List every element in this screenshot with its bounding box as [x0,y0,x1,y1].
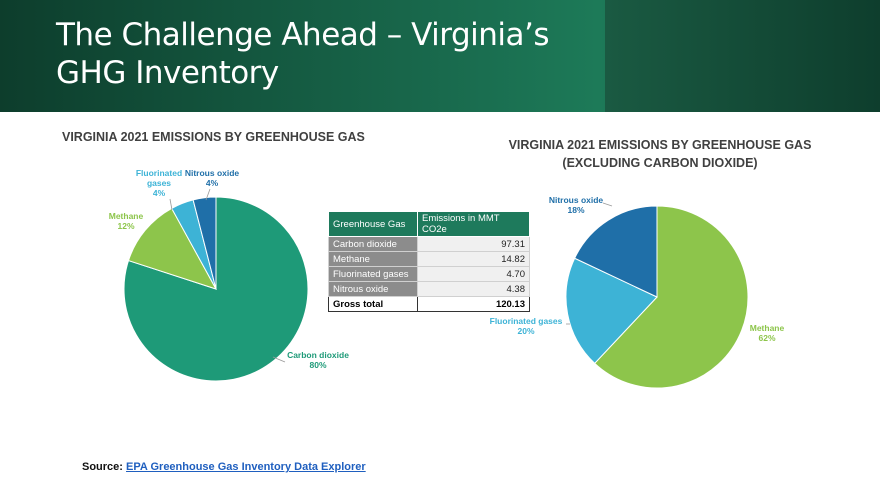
table-row: Fluorinated gases 4.70 [328,266,530,282]
leader-line [272,356,286,363]
pie1-label-nitrous-oxide: Nitrous oxide 4% [185,168,240,188]
chart-2-title: VIRGINIA 2021 EMISSIONS BY GREENHOUSE GA… [508,138,812,170]
pie2-label-fluorinated-gases: Fluorinated gases 20% [490,316,563,336]
leader-line [205,188,211,201]
pie1-label-fluorinated-gases: Fluorinated gases 4% [136,168,182,198]
table-total-row: Gross total 120.13 [328,296,530,312]
table-header-gas: Greenhouse Gas [328,211,418,237]
pie2-slice-nitrous-oxide [573,205,658,298]
pie2-slice-fluorinated-gases [565,257,658,365]
chart-1-title: VIRGINIA 2021 EMISSIONS BY GREENHOUSE GA… [62,130,365,144]
table-header-row: Greenhouse Gas Emissions in MMT CO2e [328,211,530,237]
slide-title: The Challenge Ahead – Virginia’s GHG Inv… [56,17,550,91]
table-total-label: Gross total [328,296,418,312]
table-header-emissions: Emissions in MMT CO2e [417,211,530,237]
source-note: Source: EPA Greenhouse Gas Inventory Dat… [82,461,366,473]
header-accent [605,0,880,112]
table-row: Methane 14.82 [328,251,530,267]
table-cell-gas: Carbon dioxide [328,236,418,252]
emissions-table: Greenhouse Gas Emissions in MMT CO2e Car… [328,211,530,312]
table-cell-value: 97.31 [417,236,530,252]
pie1-slice-nitrous-oxide [192,196,217,290]
pie2-slice-methane [593,205,749,389]
pie1-label-methane: Methane 12% [109,211,144,231]
leader-line [169,198,173,211]
table-total-value: 120.13 [417,296,530,312]
source-label: Source: [82,461,123,473]
slide-header [0,0,880,112]
table-row: Nitrous oxide 4.38 [328,281,530,297]
pie1-slice-methane [127,207,218,290]
table-cell-gas: Methane [328,251,418,267]
table-row: Carbon dioxide 97.31 [328,236,530,252]
leader-line [602,202,613,207]
table-cell-gas: Fluorinated gases [328,266,418,282]
source-link[interactable]: EPA Greenhouse Gas Inventory Data Explor… [126,461,366,473]
pie2-label-nitrous-oxide: Nitrous oxide 18% [549,195,604,215]
pie2-label-methane: Methane 62% [750,323,785,343]
table-cell-value: 14.82 [417,251,530,267]
table-cell-value: 4.70 [417,266,530,282]
pie1-label-carbon-dioxide: Carbon dioxide 80% [287,350,349,370]
table-cell-value: 4.38 [417,281,530,297]
table-cell-gas: Nitrous oxide [328,281,418,297]
